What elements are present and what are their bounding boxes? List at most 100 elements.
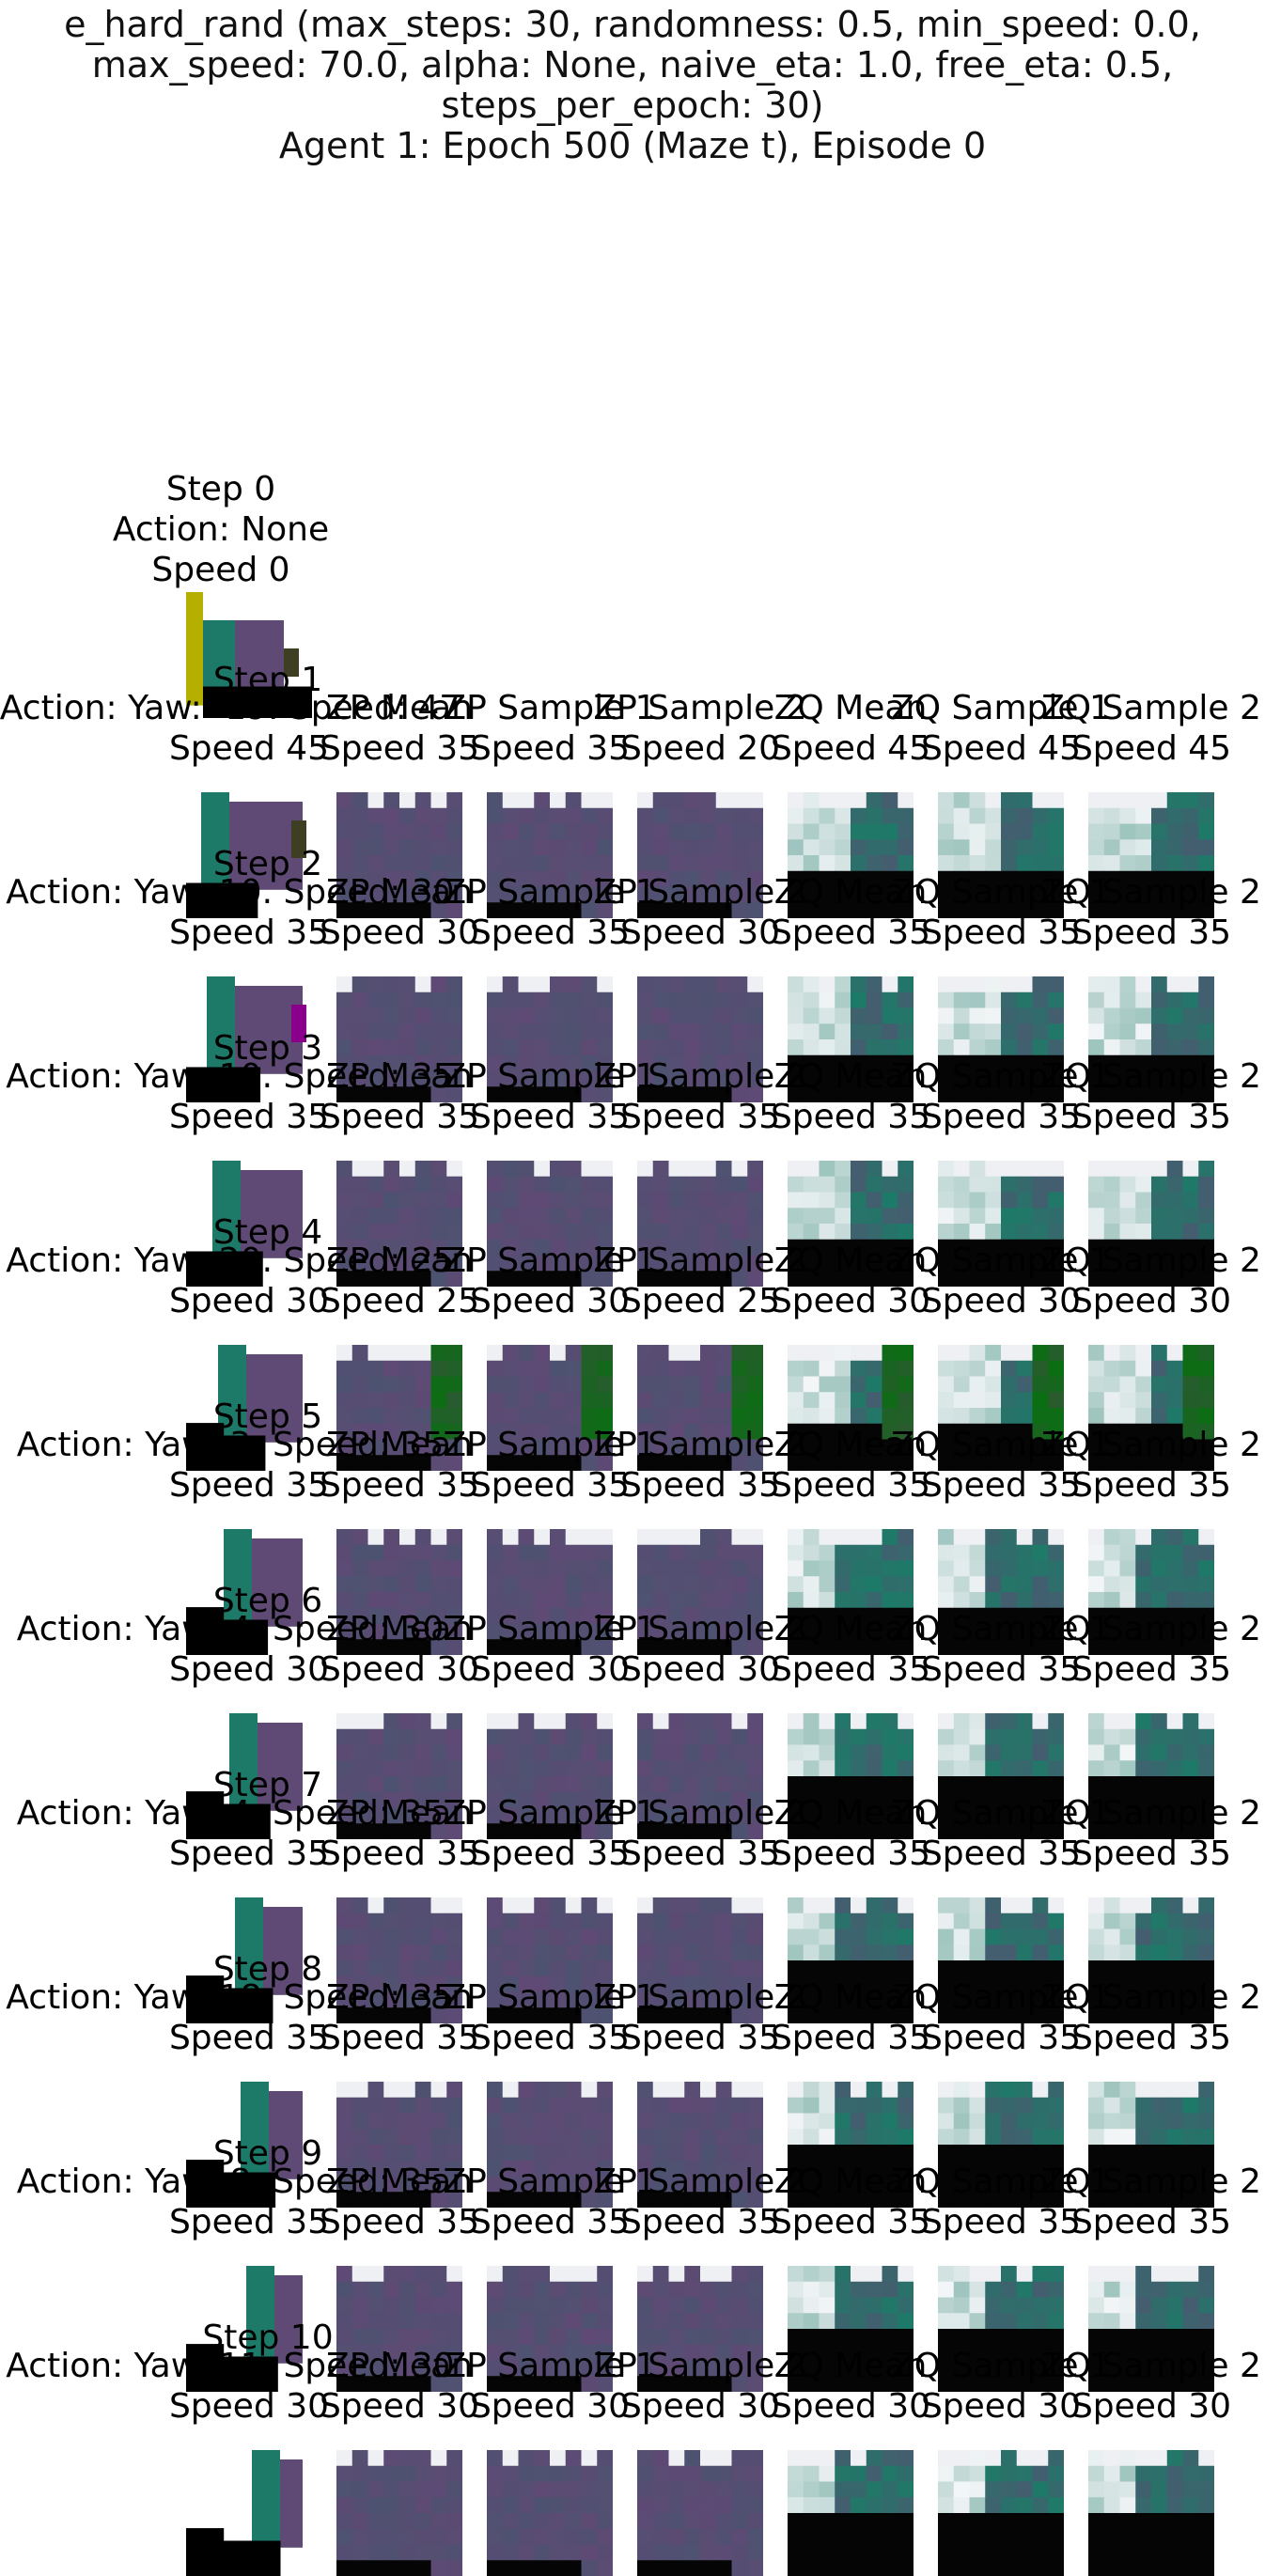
zq-panel <box>788 792 914 918</box>
row-action-label: Action: Yaw: -19. Speed: 47 <box>0 689 461 727</box>
zp-panel <box>637 792 763 918</box>
speed-label: Speed 35 <box>168 2203 330 2241</box>
zp-panel <box>336 2266 462 2392</box>
speed-label: Speed 35 <box>770 2203 931 2241</box>
zq-panel <box>938 1713 1064 1839</box>
column-title-zp-sample-1: ZP Sample 1 <box>443 2162 657 2201</box>
column-title-zq-sample-2: ZQ Sample 2 <box>1041 1241 1261 1280</box>
zq-panel <box>788 1529 914 1655</box>
zq-panel <box>1088 1713 1214 1839</box>
zq-panel <box>1088 2082 1214 2208</box>
speed-label: Speed 35 <box>319 1834 480 1873</box>
speed-label: Speed 30 <box>1070 2387 1232 2426</box>
zp-panel <box>336 1161 462 1287</box>
speed-label: Speed 35 <box>319 2019 480 2057</box>
speed-label: Speed 35 <box>469 913 631 952</box>
observation-panel <box>186 792 312 918</box>
zp-panel <box>637 1529 763 1655</box>
row-action-label: Action: Yaw: 4. Speed: 35 <box>16 1794 445 1833</box>
row-step-label: Step 3 <box>212 1029 323 1068</box>
zq-panel <box>788 976 914 1102</box>
column-title-zq-sample-2: ZQ Sample 2 <box>1041 1978 1261 2017</box>
column-title-zq-sample-2: ZQ Sample 2 <box>1041 1610 1261 1648</box>
zp-panel <box>637 1345 763 1471</box>
column-title-zq-mean: ZQ Mean <box>773 1241 928 1280</box>
zq-panel <box>938 2266 1064 2392</box>
row-step-label: Step 5 <box>212 1397 323 1436</box>
column-title-zq-sample-1: ZQ Sample 1 <box>891 1794 1111 1833</box>
speed-label: Speed 35 <box>920 913 1082 952</box>
row-action-label: Action: Yaw: 10. Speed: 35 <box>6 1057 455 1096</box>
observation-panel <box>186 1161 312 1287</box>
speed-label: Speed 35 <box>1070 1834 1232 1873</box>
column-title-zq-sample-1: ZQ Sample 1 <box>891 1610 1111 1648</box>
speed-label: Speed 35 <box>469 1098 631 1136</box>
zq-panel <box>788 1345 914 1471</box>
column-title-zq-sample-2: ZQ Sample 2 <box>1041 1794 1261 1833</box>
column-title-zq-sample-1: ZQ Sample 1 <box>891 2347 1111 2385</box>
speed-label: Speed 45 <box>168 729 330 768</box>
column-title-zp-mean: ZP Mean <box>326 2347 473 2385</box>
zp-panel <box>336 1529 462 1655</box>
speed-label: Speed 30 <box>168 1650 330 1689</box>
speed-label: Speed 35 <box>168 913 330 952</box>
speed-label: Speed 25 <box>619 1282 781 1320</box>
column-title-zq-sample-2: ZQ Sample 2 <box>1041 1426 1261 1464</box>
observation-panel <box>186 2266 312 2392</box>
speed-label: Speed 30 <box>619 913 781 952</box>
column-title-zq-sample-1: ZQ Sample 1 <box>891 1057 1111 1096</box>
speed-label: Speed 35 <box>1070 2019 1232 2057</box>
speed-label: Speed 30 <box>619 2387 781 2426</box>
speed-label: Speed 20 <box>619 729 781 768</box>
speed-label: Speed 35 <box>1070 1650 1232 1689</box>
zq-panel <box>938 2450 1064 2576</box>
column-title-zp-sample-1: ZP Sample 1 <box>443 1426 657 1464</box>
row-step-label: Step 8 <box>212 1950 323 1989</box>
column-title-zq-mean: ZQ Mean <box>773 1978 928 2017</box>
column-title-zq-mean: ZQ Mean <box>773 1794 928 1833</box>
title-line-1: e_hard_rand (max_steps: 30, randomness: … <box>64 4 1201 45</box>
zq-panel <box>788 2266 914 2392</box>
speed-label: Speed 35 <box>168 1466 330 1505</box>
column-title-zp-sample-2: ZP Sample 2 <box>593 2162 807 2201</box>
row-action-label: Action: Yaw: 11. Speed: 30 <box>6 2347 455 2385</box>
row-step-label: Step 6 <box>212 1582 323 1620</box>
column-title-zp-mean: ZP Mean <box>326 689 473 727</box>
column-title-zq-mean: ZQ Mean <box>773 2162 928 2201</box>
observation-panel <box>186 2450 312 2576</box>
speed-label: Speed 35 <box>1070 913 1232 952</box>
row-step-label: Step 4 <box>212 1213 323 1252</box>
speed-label: Speed 35 <box>770 1098 931 1136</box>
zq-panel <box>938 1897 1064 2023</box>
speed-label: Speed 30 <box>1070 1282 1232 1320</box>
column-title-zq-sample-1: ZQ Sample 1 <box>891 873 1111 912</box>
column-title-zp-mean: ZP Mean <box>326 2162 473 2201</box>
zq-panel <box>938 1345 1064 1471</box>
speed-label: Speed 30 <box>319 913 480 952</box>
zq-panel <box>1088 1529 1214 1655</box>
zq-panel <box>788 2082 914 2208</box>
observation-panel <box>186 1345 312 1471</box>
column-title-zp-sample-2: ZP Sample 2 <box>593 1610 807 1648</box>
zp-panel <box>336 1713 462 1839</box>
speed-label: Speed 30 <box>319 1650 480 1689</box>
speed-label: Speed 25 <box>319 1282 480 1320</box>
column-title-zp-mean: ZP Mean <box>326 1057 473 1096</box>
zp-panel <box>487 1713 613 1839</box>
zq-panel <box>1088 1345 1214 1471</box>
zp-panel <box>487 2266 613 2392</box>
column-title-zq-mean: ZQ Mean <box>773 873 928 912</box>
speed-label: Speed 30 <box>168 2387 330 2426</box>
speed-label: Speed 35 <box>770 1834 931 1873</box>
speed-label: Speed 35 <box>469 1834 631 1873</box>
zp-panel <box>336 2082 462 2208</box>
zp-panel <box>487 1345 613 1471</box>
column-title-zq-mean: ZQ Mean <box>773 689 928 727</box>
zp-panel <box>487 2450 613 2576</box>
speed-label: Speed 35 <box>770 2019 931 2057</box>
zp-panel <box>637 1161 763 1287</box>
column-title-zp-sample-1: ZP Sample 1 <box>443 2347 657 2385</box>
row-action-label: Action: Yaw: 10. Speed: 30 <box>6 873 455 912</box>
column-title-zp-sample-1: ZP Sample 1 <box>443 1794 657 1833</box>
column-title-zp-sample-2: ZP Sample 2 <box>593 873 807 912</box>
